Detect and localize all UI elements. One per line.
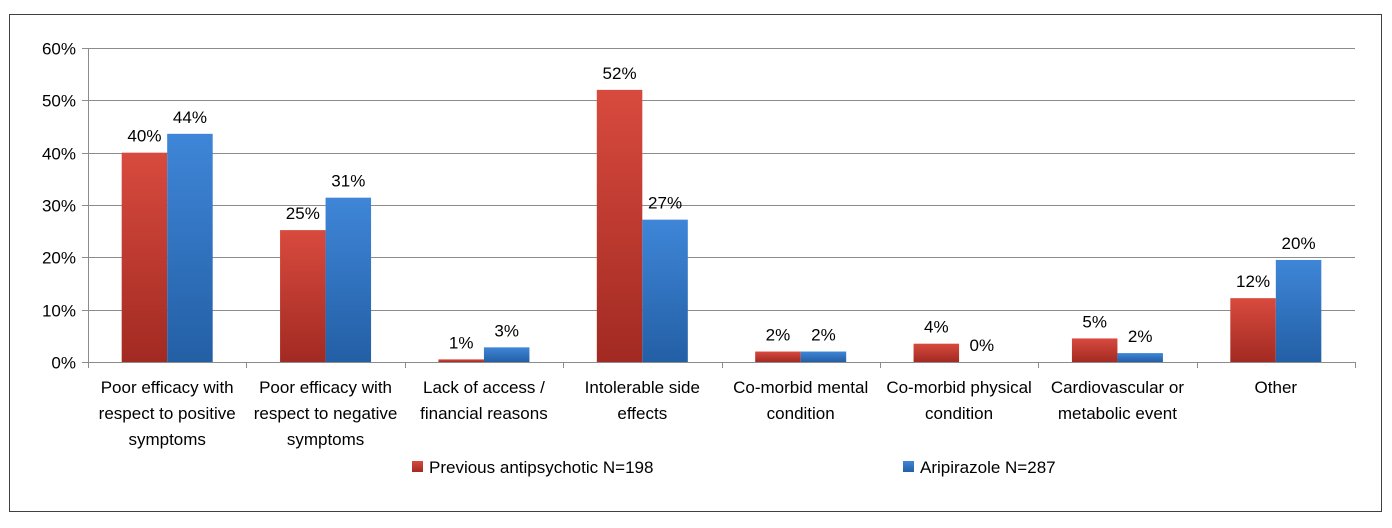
x-tick-label: Other bbox=[1255, 378, 1298, 397]
data-label: 2% bbox=[1128, 327, 1153, 346]
bar-series-2 bbox=[483, 347, 530, 362]
x-tick-label: symptoms bbox=[128, 430, 205, 449]
bar-series-2 bbox=[167, 133, 213, 362]
x-tick-label: metabolic event bbox=[1058, 404, 1177, 423]
data-label: 0% bbox=[970, 336, 995, 355]
x-tick-label: symptoms bbox=[287, 430, 364, 449]
x-tick-label: respect to negative bbox=[254, 404, 398, 423]
legend-label: Aripirazole N=287 bbox=[920, 458, 1056, 477]
bar-series-1 bbox=[1071, 338, 1118, 362]
y-tick-label: 30% bbox=[42, 197, 76, 216]
x-tick-label: Cardiovascular or bbox=[1051, 378, 1185, 397]
x-tick-label: Intolerable side bbox=[585, 378, 700, 397]
y-tick-label: 40% bbox=[42, 145, 76, 164]
x-tick-label: condition bbox=[767, 404, 835, 423]
label-layer: 40% 44% Poor efficacy with respect to posit… bbox=[99, 64, 1316, 449]
data-label: 40% bbox=[127, 127, 161, 146]
data-label: 52% bbox=[603, 64, 637, 83]
bar-series-1 bbox=[1230, 298, 1276, 362]
bar-series-2 bbox=[1275, 259, 1322, 362]
data-label: 20% bbox=[1282, 234, 1316, 253]
data-label: 1% bbox=[449, 333, 474, 352]
legend-label: Previous antipsychotic N=198 bbox=[429, 458, 653, 477]
x-tick-label: respect to positive bbox=[99, 404, 236, 423]
y-tick-label: 10% bbox=[42, 302, 76, 321]
data-label: 31% bbox=[331, 172, 365, 191]
x-tick-label: Poor efficacy with bbox=[101, 378, 234, 397]
data-label: 12% bbox=[1236, 272, 1270, 291]
bar-layer bbox=[121, 89, 1322, 362]
x-tick-label: condition bbox=[925, 404, 993, 423]
x-tick-label: Co-morbid physical bbox=[886, 378, 1032, 397]
data-label: 2% bbox=[766, 326, 791, 345]
x-tick-label: Lack of access / bbox=[423, 378, 545, 397]
legend-swatch bbox=[903, 461, 914, 472]
data-label: 3% bbox=[494, 321, 519, 340]
data-label: 2% bbox=[811, 326, 836, 345]
y-tick-label: 60% bbox=[42, 40, 76, 59]
data-label: 25% bbox=[286, 204, 320, 223]
bar-series-2 bbox=[1117, 353, 1163, 362]
bar-series-1 bbox=[121, 152, 168, 362]
data-label: 5% bbox=[1082, 312, 1107, 331]
bar-series-2 bbox=[325, 197, 372, 362]
data-label: 44% bbox=[173, 108, 207, 127]
bar-series-1 bbox=[596, 89, 643, 362]
x-tick-label: effects bbox=[617, 404, 667, 423]
x-tick-label: Co-morbid mental bbox=[733, 378, 868, 397]
y-tick-label: 0% bbox=[51, 354, 76, 373]
bar-series-1 bbox=[913, 343, 960, 362]
y-tick-label: 20% bbox=[42, 249, 76, 268]
bar-series-2 bbox=[800, 351, 847, 362]
bar-series-1 bbox=[280, 230, 326, 362]
x-tick-label: Poor efficacy with bbox=[259, 378, 392, 397]
legend-swatch bbox=[412, 461, 423, 472]
axis-layer: 0% 10% 20% 30% 40% 50% 60% bbox=[42, 40, 1356, 373]
bar-series-1 bbox=[755, 351, 801, 362]
data-label: 27% bbox=[648, 194, 682, 213]
bar-series-2 bbox=[642, 219, 688, 362]
bar-series-1 bbox=[438, 359, 484, 362]
chart-border bbox=[9, 14, 1382, 512]
y-tick-label: 50% bbox=[42, 92, 76, 111]
x-tick-label: financial reasons bbox=[420, 404, 548, 423]
data-label: 4% bbox=[924, 318, 949, 337]
legend: Previous antipsychotic N=198 Aripirazole … bbox=[412, 458, 1056, 477]
